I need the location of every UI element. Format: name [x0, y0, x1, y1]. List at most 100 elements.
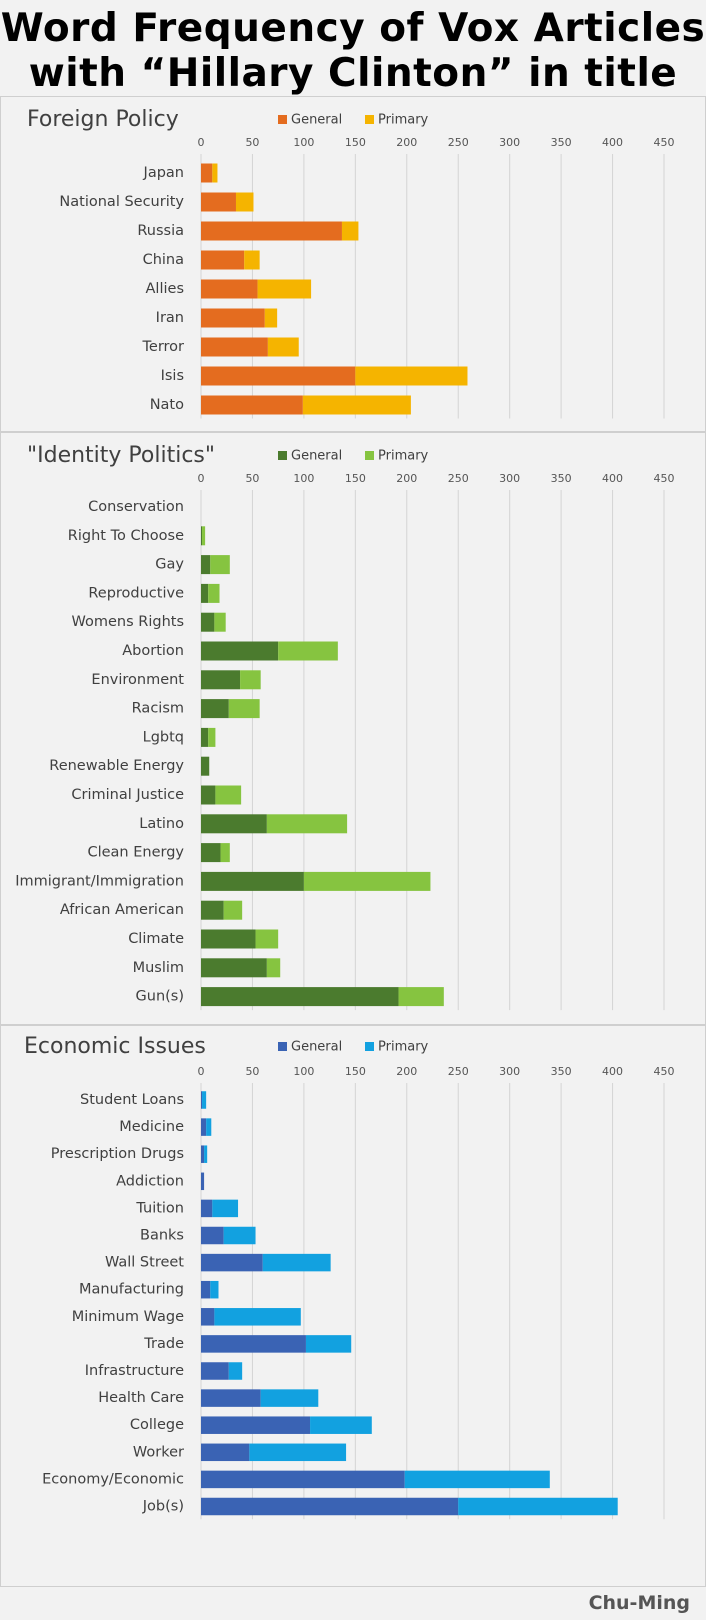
bar-primary [260, 1389, 319, 1407]
bar-primary [303, 871, 431, 891]
bar-primary [220, 843, 230, 863]
bar-general [201, 814, 267, 834]
category-label: Conservation [88, 499, 184, 515]
legend-label: General [291, 113, 342, 128]
legend-label: Primary [378, 449, 429, 464]
tick-label: 450 [654, 472, 675, 485]
bar-primary [341, 221, 359, 241]
bar-primary [262, 1253, 331, 1272]
bar-primary [206, 1118, 212, 1136]
identity-politics-chart: "Identity Politics" General Primary 0 50 100 1… [0, 432, 706, 1025]
legend-swatch [365, 451, 374, 460]
tick-label: 400 [602, 136, 623, 149]
category-label: College [130, 1417, 184, 1433]
legend-swatch [365, 115, 374, 124]
category-label: Worker [133, 1444, 184, 1460]
bar-primary [228, 1362, 243, 1380]
main-title-line2: with “Hillary Clinton” in title [28, 51, 678, 96]
category-label: Isis [161, 368, 184, 384]
bar-general [201, 366, 356, 386]
bar-general [201, 583, 209, 603]
bar-primary [204, 1145, 208, 1163]
bar-primary [255, 929, 279, 949]
bar-primary [310, 1416, 372, 1434]
category-label: Tuition [135, 1200, 184, 1216]
tick-label: 200 [396, 472, 417, 485]
tick-label: 300 [499, 1065, 520, 1078]
tick-label: 100 [293, 136, 314, 149]
bar-primary [235, 192, 254, 212]
tick-label: 50 [245, 136, 259, 149]
category-label: Student Loans [80, 1092, 184, 1108]
bar-primary [257, 279, 312, 299]
panel-title: "Identity Politics" [27, 443, 215, 468]
bar-general [201, 929, 256, 949]
bar-primary [266, 958, 281, 978]
category-label: Minimum Wage [72, 1309, 184, 1325]
tick-label: 250 [448, 472, 469, 485]
tick-label: 450 [654, 136, 675, 149]
bar-general [201, 1362, 229, 1380]
category-label: Latino [139, 816, 184, 832]
category-label: Reproductive [88, 585, 184, 601]
category-label: Renewable Energy [49, 758, 184, 774]
bar-general [201, 612, 215, 632]
category-label: Health Care [98, 1390, 184, 1406]
bar-general [201, 221, 342, 241]
bar-primary [302, 395, 411, 415]
legend-label: General [291, 449, 342, 464]
legend-label: Primary [378, 1040, 429, 1055]
bar-primary [215, 785, 242, 805]
bar-primary [249, 1443, 347, 1462]
tick-label: 100 [293, 1065, 314, 1078]
category-label: Environment [91, 672, 184, 688]
bar-general [201, 395, 303, 415]
tick-label: 0 [198, 136, 205, 149]
category-label: Japan [143, 165, 184, 181]
bar-general [201, 279, 258, 299]
tick-label: 150 [345, 472, 366, 485]
bar-primary [214, 1308, 301, 1326]
tick-label: 50 [245, 472, 259, 485]
bar-primary [202, 526, 206, 546]
category-label: Clean Energy [87, 845, 184, 861]
bar-general [201, 958, 267, 978]
legend-swatch [365, 1042, 374, 1051]
tick-label: 350 [551, 472, 572, 485]
bar-general [201, 1091, 203, 1109]
category-label: Economy/Economic [42, 1471, 184, 1487]
bar-general [201, 987, 399, 1007]
category-label: Muslim [133, 960, 184, 976]
bar-primary [223, 1226, 256, 1245]
legend-label: Primary [378, 113, 429, 128]
bar-general [201, 337, 268, 357]
bar-general [201, 1416, 311, 1434]
tick-label: 400 [602, 472, 623, 485]
bar-general [201, 1226, 224, 1245]
tick-label: 150 [345, 136, 366, 149]
bar-primary [208, 583, 220, 603]
bar-general [201, 1389, 261, 1407]
bar-primary [398, 987, 444, 1007]
category-label: Medicine [119, 1119, 184, 1135]
category-label: Job(s) [142, 1499, 184, 1515]
panel-title: Foreign Policy [27, 107, 179, 132]
bar-primary [210, 555, 230, 575]
bar-general [201, 308, 265, 328]
bar-primary [244, 250, 260, 270]
category-label: Wall Street [105, 1255, 184, 1271]
economic-issues-chart: Economic Issues General Primary 0 50 100 150 20… [0, 1025, 706, 1587]
tick-label: 0 [198, 472, 205, 485]
bar-general [201, 900, 224, 920]
bar-primary [264, 308, 278, 328]
economic-issues-panel: Economic Issues General Primary 0 50 100 150 20… [0, 1025, 706, 1587]
legend-swatch [278, 115, 287, 124]
credit-label: Chu-Ming [588, 1592, 690, 1614]
bar-primary [266, 814, 348, 834]
legend-swatch [278, 451, 287, 460]
main-title: Word Frequency of Vox Articles with “Hil… [0, 6, 706, 96]
category-label: Infrastructure [85, 1363, 184, 1379]
bar-general [201, 1470, 405, 1489]
category-label: Womens Rights [72, 614, 185, 630]
category-label: Climate [128, 931, 184, 947]
